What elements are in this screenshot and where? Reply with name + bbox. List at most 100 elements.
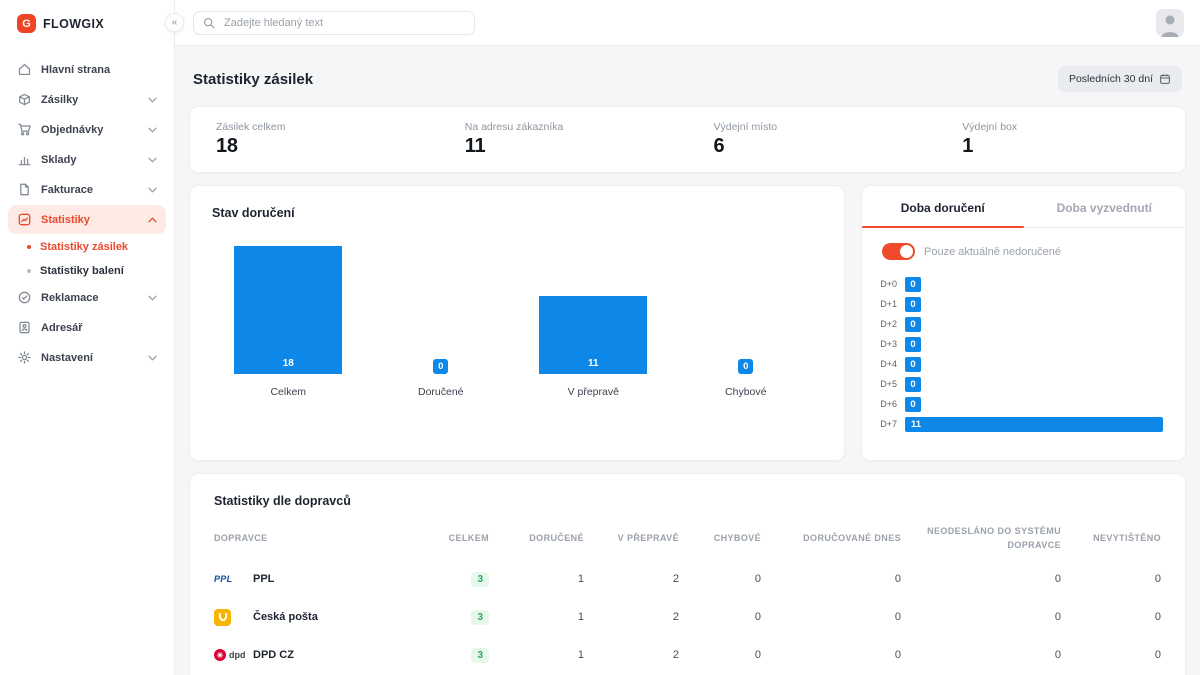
table-row-ceska-posta: Česká pošta3120000 [214, 598, 1161, 636]
celkem-badge: 3 [471, 648, 489, 663]
sidebar-item-label: Adresář [41, 322, 83, 334]
carrier-cell: PPLPPL [214, 573, 409, 585]
carrier-cell: ✳dpdDPD CZ [214, 649, 409, 661]
chevron-down-icon [148, 187, 157, 193]
chevron-down-icon [148, 295, 157, 301]
calendar-icon [1159, 73, 1171, 85]
tab-doba-vyzvednuti[interactable]: Doba vyzvednutí [1024, 186, 1186, 227]
bar: 11 [539, 296, 647, 374]
bar-zero-badge: 0 [738, 359, 753, 374]
delivery-status-bar-chart: 18Celkem0Doručené11V přepravě0Chybové [212, 246, 822, 398]
sidebar-item-fakturace[interactable]: Fakturace [8, 175, 166, 204]
sidebar-item-zasilky[interactable]: Zásilky [8, 85, 166, 114]
chevron-down-icon [148, 97, 157, 103]
value-cell: 2 [584, 649, 679, 661]
column-header-dorucovane-dnes: DORUČOVANÉ DNES [761, 532, 901, 546]
bar-area: 11 [517, 246, 670, 374]
column-header-dorucene: DORUČENÉ [489, 532, 584, 546]
carrier-cell: Česká pošta [214, 609, 409, 626]
value-cell: 0 [1061, 649, 1161, 661]
delivery-time-label: D+3 [875, 339, 897, 349]
sidebar-item-label: Hlavní strana [41, 64, 110, 76]
sidebar-item-nastaveni[interactable]: Nastavení [8, 343, 166, 372]
date-range-label: Posledních 30 dní [1069, 73, 1153, 85]
bar-category-label: V přepravě [568, 386, 619, 398]
sidebar-item-reklamace[interactable]: Reklamace [8, 283, 166, 312]
bar-zero-badge: 0 [433, 359, 448, 374]
delivery-time-label: D+4 [875, 359, 897, 369]
delivery-time-label: D+7 [875, 419, 897, 429]
delivery-time-bar: 0 [905, 377, 921, 392]
gear-icon [17, 350, 32, 365]
page-header: Statistiky zásilek Posledních 30 dní [189, 46, 1186, 106]
delivery-time-label: D+5 [875, 379, 897, 389]
column-header-dopravce: DOPRAVCE [214, 532, 409, 546]
page-content: Statistiky zásilek Posledních 30 dní Zás… [175, 46, 1200, 675]
value-cell: 2 [584, 573, 679, 585]
value-cell: 0 [901, 573, 1061, 585]
value-cell: 0 [1061, 573, 1161, 585]
address-book-icon [17, 320, 32, 335]
delivery-time-bar: 0 [905, 357, 921, 372]
delivery-time-track: 0 [905, 337, 1163, 352]
value-cell: 2 [584, 611, 679, 623]
value-cell: 0 [761, 649, 901, 661]
stat-vydejni-box: Výdejní box1 [936, 120, 1185, 159]
search-box[interactable] [193, 11, 475, 35]
bar-value-label: 11 [588, 358, 599, 369]
delivery-time-bar: 0 [905, 297, 921, 312]
delivery-time-panel: Doba doručeníDoba vyzvednutí Pouze aktuá… [861, 185, 1186, 461]
home-icon [17, 62, 32, 77]
value-cell: 0 [679, 649, 761, 661]
delivery-time-bar: 11 [905, 417, 1163, 432]
bar-area: 18 [212, 246, 365, 374]
value-cell: 0 [679, 573, 761, 585]
sidebar-item-sklady[interactable]: Sklady [8, 145, 166, 174]
value-cell: 1 [489, 573, 584, 585]
carrier-name: DPD CZ [253, 649, 294, 661]
sidebar-item-label: Statistiky [41, 214, 90, 226]
sidebar-collapse-button[interactable]: « [165, 13, 184, 32]
page-title: Statistiky zásilek [193, 71, 313, 88]
sidebar-item-objednavky[interactable]: Objednávky [8, 115, 166, 144]
invoice-icon [17, 182, 32, 197]
stat-label: Výdejní místo [714, 121, 911, 133]
date-range-button[interactable]: Posledních 30 dní [1058, 66, 1182, 92]
sidebar: G FLOWGIX Hlavní strana ZásilkyObjednávky… [0, 0, 175, 675]
delivery-time-bar: 0 [905, 317, 921, 332]
delivery-time-bar: 0 [905, 397, 921, 412]
ceska-posta-logo [214, 609, 244, 626]
sidebar-subitem-statistiky-baleni[interactable]: Statistiky balení [8, 259, 166, 283]
sidebar-item-adresar[interactable]: Adresář [8, 313, 166, 342]
value-cell: 1 [489, 649, 584, 661]
brand-logo-row: G FLOWGIX [0, 0, 174, 47]
stat-value: 1 [962, 135, 1159, 158]
delivery-time-track: 0 [905, 377, 1163, 392]
delivery-time-row-d-4: D+4 0 [875, 354, 1163, 374]
search-input[interactable] [222, 16, 465, 30]
chevron-down-icon [148, 355, 157, 361]
value-cell: 0 [1061, 611, 1161, 623]
user-avatar[interactable] [1156, 9, 1184, 37]
value-cell: 3 [409, 610, 489, 625]
cart-icon [17, 122, 32, 137]
sidebar-item-hlavni-strana[interactable]: Hlavní strana [8, 55, 166, 84]
search-icon [203, 17, 215, 29]
stat-value: 6 [714, 135, 911, 158]
sidebar-subitem-label: Statistiky balení [40, 265, 124, 277]
sidebar-item-statistiky[interactable]: Statistiky [8, 205, 166, 234]
carriers-table-title: Statistiky dle dopravců [214, 494, 1161, 508]
undelivered-only-toggle[interactable] [882, 243, 915, 260]
chevron-down-icon [148, 157, 157, 163]
bullet-icon [27, 245, 31, 249]
toggle-row: Pouze aktuálně nedoručené [862, 228, 1185, 270]
tab-doba-doruceni[interactable]: Doba doručení [862, 186, 1024, 227]
delivery-time-label: D+6 [875, 399, 897, 409]
delivery-time-label: D+2 [875, 319, 897, 329]
bar-area: 0 [365, 246, 518, 374]
sidebar-subitem-statistiky-zasilek[interactable]: Statistiky zásilek [8, 235, 166, 259]
delivery-time-row-d-1: D+10 [875, 294, 1163, 314]
stat-value: 18 [216, 135, 413, 158]
warehouse-icon [17, 152, 32, 167]
value-cell: 0 [901, 649, 1061, 661]
